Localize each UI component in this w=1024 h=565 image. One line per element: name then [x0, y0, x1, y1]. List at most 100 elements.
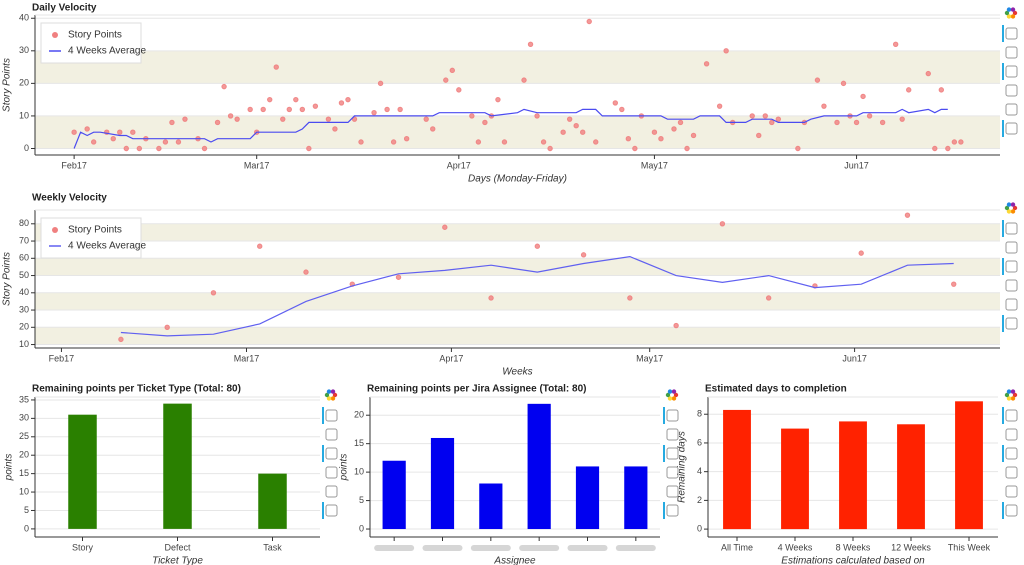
tool-button[interactable] — [325, 409, 338, 422]
tool-button[interactable] — [1005, 65, 1018, 78]
logo-dot — [1010, 7, 1016, 12]
point — [879, 119, 886, 126]
tool-button[interactable] — [666, 409, 679, 422]
tool-button[interactable] — [666, 466, 679, 479]
band — [35, 327, 1000, 345]
point — [673, 322, 679, 329]
y-tick-label: 20 — [19, 450, 29, 460]
tool-button[interactable] — [325, 447, 338, 460]
point — [501, 139, 508, 145]
tool-button[interactable] — [1005, 46, 1018, 59]
point — [475, 139, 482, 145]
x-axis-label: Estimations calculated based on — [781, 556, 925, 565]
point — [580, 252, 587, 258]
point — [71, 129, 77, 135]
x-axis-label: Weeks — [502, 367, 532, 378]
point — [345, 96, 351, 103]
point — [906, 87, 912, 93]
tool-button[interactable] — [1005, 122, 1018, 135]
tool-button[interactable] — [1005, 485, 1018, 498]
tool-button[interactable] — [1005, 222, 1018, 235]
point — [210, 290, 217, 296]
tool-button[interactable] — [666, 504, 679, 517]
point — [814, 77, 821, 83]
point — [395, 274, 402, 280]
tool-button[interactable] — [1005, 504, 1018, 517]
y-tick-label: 50 — [19, 270, 29, 280]
logo-dot — [1004, 392, 1010, 398]
y-tick-label: 40 — [19, 13, 29, 23]
toolbar[interactable] — [1002, 202, 1018, 332]
point — [397, 106, 403, 113]
bar — [781, 428, 809, 530]
tool-button[interactable] — [1005, 428, 1018, 441]
y-tick-label: 2 — [697, 495, 702, 505]
point — [821, 103, 827, 109]
x-tick-label: May17 — [636, 353, 663, 363]
y-tick-label: 25 — [19, 431, 29, 441]
x-axis-label: Ticket Type — [152, 556, 203, 565]
point — [899, 116, 905, 122]
logo-dot — [1012, 205, 1018, 211]
tool-button[interactable] — [325, 428, 338, 441]
bar — [430, 437, 455, 530]
logo-dot — [332, 392, 338, 398]
y-tick-label: 80 — [19, 218, 29, 228]
tool-button[interactable] — [1005, 260, 1018, 273]
tool-button[interactable] — [1005, 103, 1018, 116]
point — [175, 139, 182, 145]
tool-button[interactable] — [1005, 27, 1018, 40]
tool-button[interactable] — [1005, 241, 1018, 254]
y-tick-label: 0 — [24, 523, 29, 533]
tool-button[interactable] — [325, 466, 338, 479]
x-tick-label: Feb17 — [49, 353, 75, 363]
logo-dot — [667, 389, 673, 394]
logo-dot — [667, 396, 673, 401]
point — [795, 145, 801, 152]
logo-dot — [1012, 392, 1018, 398]
point — [527, 41, 534, 48]
point — [671, 126, 677, 132]
legend-text: Story Points — [68, 30, 122, 41]
point — [162, 139, 169, 145]
point — [769, 119, 775, 126]
blurred-label — [567, 545, 608, 551]
toolbar[interactable] — [1002, 7, 1018, 137]
point — [84, 126, 90, 132]
tool-button[interactable] — [666, 485, 679, 498]
bar — [258, 473, 287, 529]
logo-dot — [665, 392, 671, 398]
toolbar[interactable] — [1002, 389, 1018, 519]
y-tick-label: 20 — [354, 410, 364, 420]
tool-button[interactable] — [666, 428, 679, 441]
tool-button[interactable] — [325, 485, 338, 498]
point — [775, 116, 782, 122]
bar — [68, 414, 97, 529]
point — [182, 116, 188, 122]
toolbar[interactable] — [322, 389, 338, 519]
tool-button[interactable] — [1005, 317, 1018, 330]
point — [853, 119, 860, 126]
tool-button[interactable] — [666, 447, 679, 460]
tool-button[interactable] — [1005, 409, 1018, 422]
toolbar[interactable] — [663, 389, 679, 519]
legend-text: Story Points — [68, 225, 122, 236]
point — [690, 132, 697, 139]
point — [860, 93, 866, 100]
bar — [163, 403, 192, 529]
tool-button[interactable] — [1005, 84, 1018, 97]
x-tick-label: This Week — [948, 542, 991, 552]
point — [749, 113, 755, 119]
point — [469, 113, 475, 119]
tool-button[interactable] — [325, 504, 338, 517]
point — [325, 116, 332, 122]
tool-button[interactable] — [1005, 279, 1018, 292]
point — [136, 145, 143, 152]
tool-button[interactable] — [1005, 466, 1018, 479]
point — [430, 126, 436, 132]
tool-button[interactable] — [1005, 298, 1018, 311]
logo-dot — [330, 389, 336, 394]
tool-button[interactable] — [1005, 447, 1018, 460]
point — [390, 139, 397, 145]
